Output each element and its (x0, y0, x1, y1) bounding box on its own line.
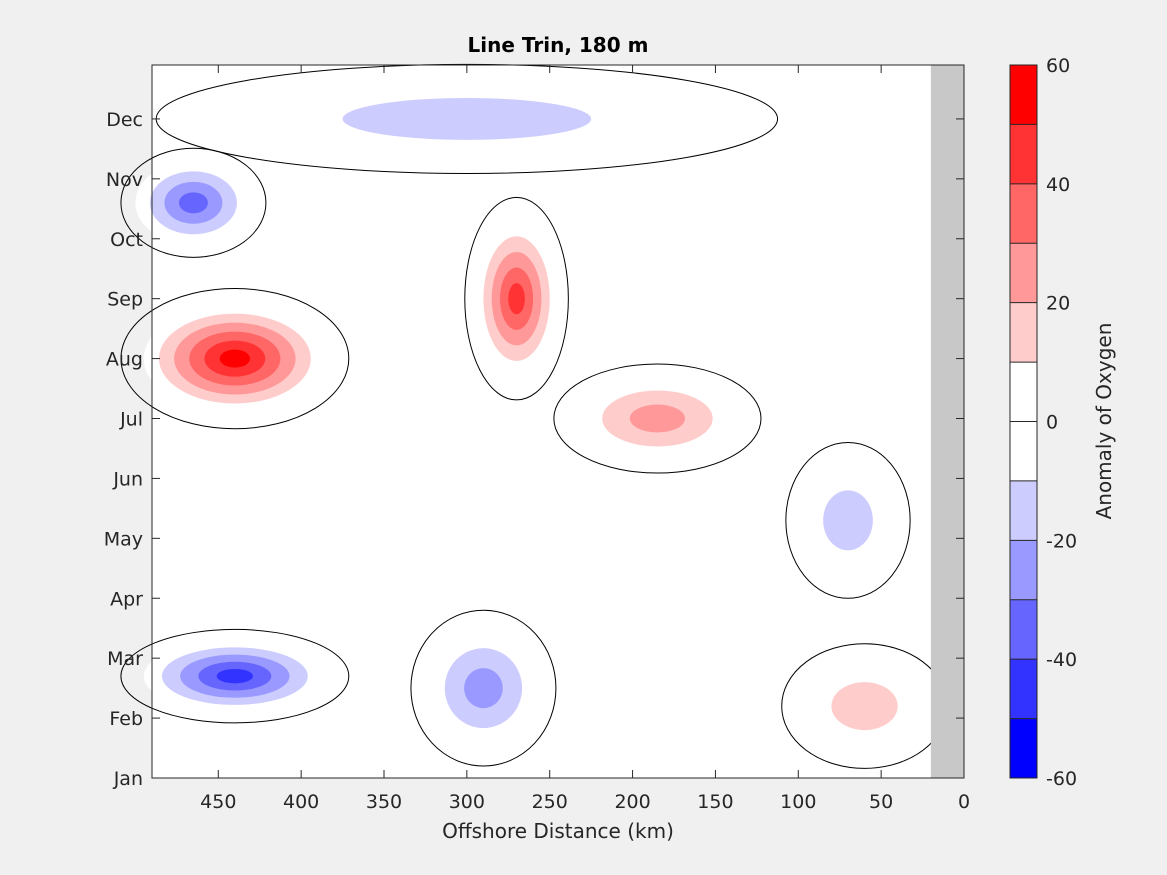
colorbar-swatch (1010, 183, 1037, 244)
anomaly-patch-5-level-4 (178, 192, 208, 214)
colorbar-swatch (1010, 243, 1037, 303)
y-tick-label: Apr (110, 588, 143, 610)
y-tick-label: Nov (106, 169, 143, 191)
x-tick-label: 450 (200, 791, 236, 813)
x-tick-label: 150 (697, 791, 733, 813)
x-tick-label: 400 (283, 791, 319, 813)
y-tick-label: Dec (106, 109, 143, 131)
x-tick-label: 250 (532, 791, 568, 813)
axis-ticks (152, 65, 965, 779)
x-tick-label: 0 (958, 791, 970, 813)
anomaly-patch-7-level-2 (823, 490, 873, 551)
colorbar-swatch (1010, 65, 1037, 125)
zero-contour-2 (553, 363, 762, 474)
colorbar-label: Anomaly of Oxygen (1092, 323, 1116, 520)
colorbar-swatch (1010, 362, 1037, 422)
anomaly-patch-1-level-5 (508, 283, 525, 315)
zero-contour-1 (464, 196, 569, 401)
y-tick-label: Jul (119, 409, 143, 431)
colorbar-tick-label: 0 (1046, 412, 1058, 434)
colorbar-swatch (1010, 540, 1037, 600)
zero-contour-5 (120, 147, 267, 258)
y-tick-label: Mar (107, 648, 143, 670)
anomaly-patch-6-level-3 (464, 668, 503, 709)
colorbar-swatch (1010, 659, 1037, 719)
colorbar-swatch (1010, 718, 1037, 778)
y-tick-label: Jan (113, 768, 143, 790)
y-tick-label: Aug (106, 349, 143, 371)
anomaly-field (135, 76, 931, 755)
x-tick-label: 350 (366, 791, 402, 813)
x-tick-label: 300 (449, 791, 485, 813)
no-data-region (930, 65, 964, 778)
zero-contour-0 (120, 287, 350, 430)
x-tick-label: 50 (869, 791, 893, 813)
y-tick-label: Feb (109, 708, 143, 730)
anomaly-patch-8-level-2 (342, 97, 592, 140)
anomaly-patch-2-level-3 (629, 404, 686, 433)
colorbar-tick-label: -40 (1046, 649, 1077, 671)
colorbar-swatch (1010, 421, 1037, 481)
colorbar-tick-labels: 60 40 20 0 -20 -40 -60 (1046, 55, 1077, 790)
colorbar-tick-label: -20 (1046, 530, 1077, 552)
y-tick-label: May (104, 528, 143, 550)
colorbar-swatch (1010, 480, 1037, 541)
colorbar-tick-label: -60 (1046, 768, 1077, 790)
zero-contour-6 (410, 609, 557, 767)
anomaly-patch-4-level-5 (216, 668, 254, 684)
zero-contour-7 (785, 441, 911, 599)
anomaly-patch-0-level-6 (219, 349, 251, 368)
x-tick-label: 100 (780, 791, 816, 813)
zero-contours (120, 63, 948, 769)
colorbar-swatch (1010, 124, 1037, 184)
chart-title: Line Trin, 180 m (468, 33, 649, 57)
y-tick-label: Sep (107, 289, 143, 311)
x-tick-labels: 450 400 350 300 250 200 150 100 50 0 (200, 791, 970, 813)
colorbar-swatch (1010, 302, 1037, 363)
colorbar-tick-label: 40 (1046, 174, 1070, 196)
colorbar-tick-label: 20 (1046, 293, 1070, 315)
plot-area (120, 63, 965, 779)
x-tick-label: 200 (614, 791, 650, 813)
plot-frame (151, 64, 965, 779)
zero-contour-4 (120, 628, 350, 724)
colorbar-swatch (1010, 599, 1037, 660)
colorbar-ticks (1010, 64, 1037, 779)
y-tick-label: Jun (112, 468, 143, 490)
colorbar: 60 40 20 0 -20 -40 -60 Anomaly of Oxygen (1009, 55, 1116, 790)
y-tick-label: Oct (110, 229, 143, 251)
x-axis-label: Offshore Distance (km) (442, 819, 674, 843)
y-tick-labels: Jan Feb Mar Apr May Jun Jul Aug Sep Oct Nov Dec (104, 109, 143, 790)
anomaly-patch-3-level-2 (831, 682, 898, 731)
colorbar-swatches (1010, 65, 1037, 778)
colorbar-tick-label: 60 (1046, 55, 1070, 77)
